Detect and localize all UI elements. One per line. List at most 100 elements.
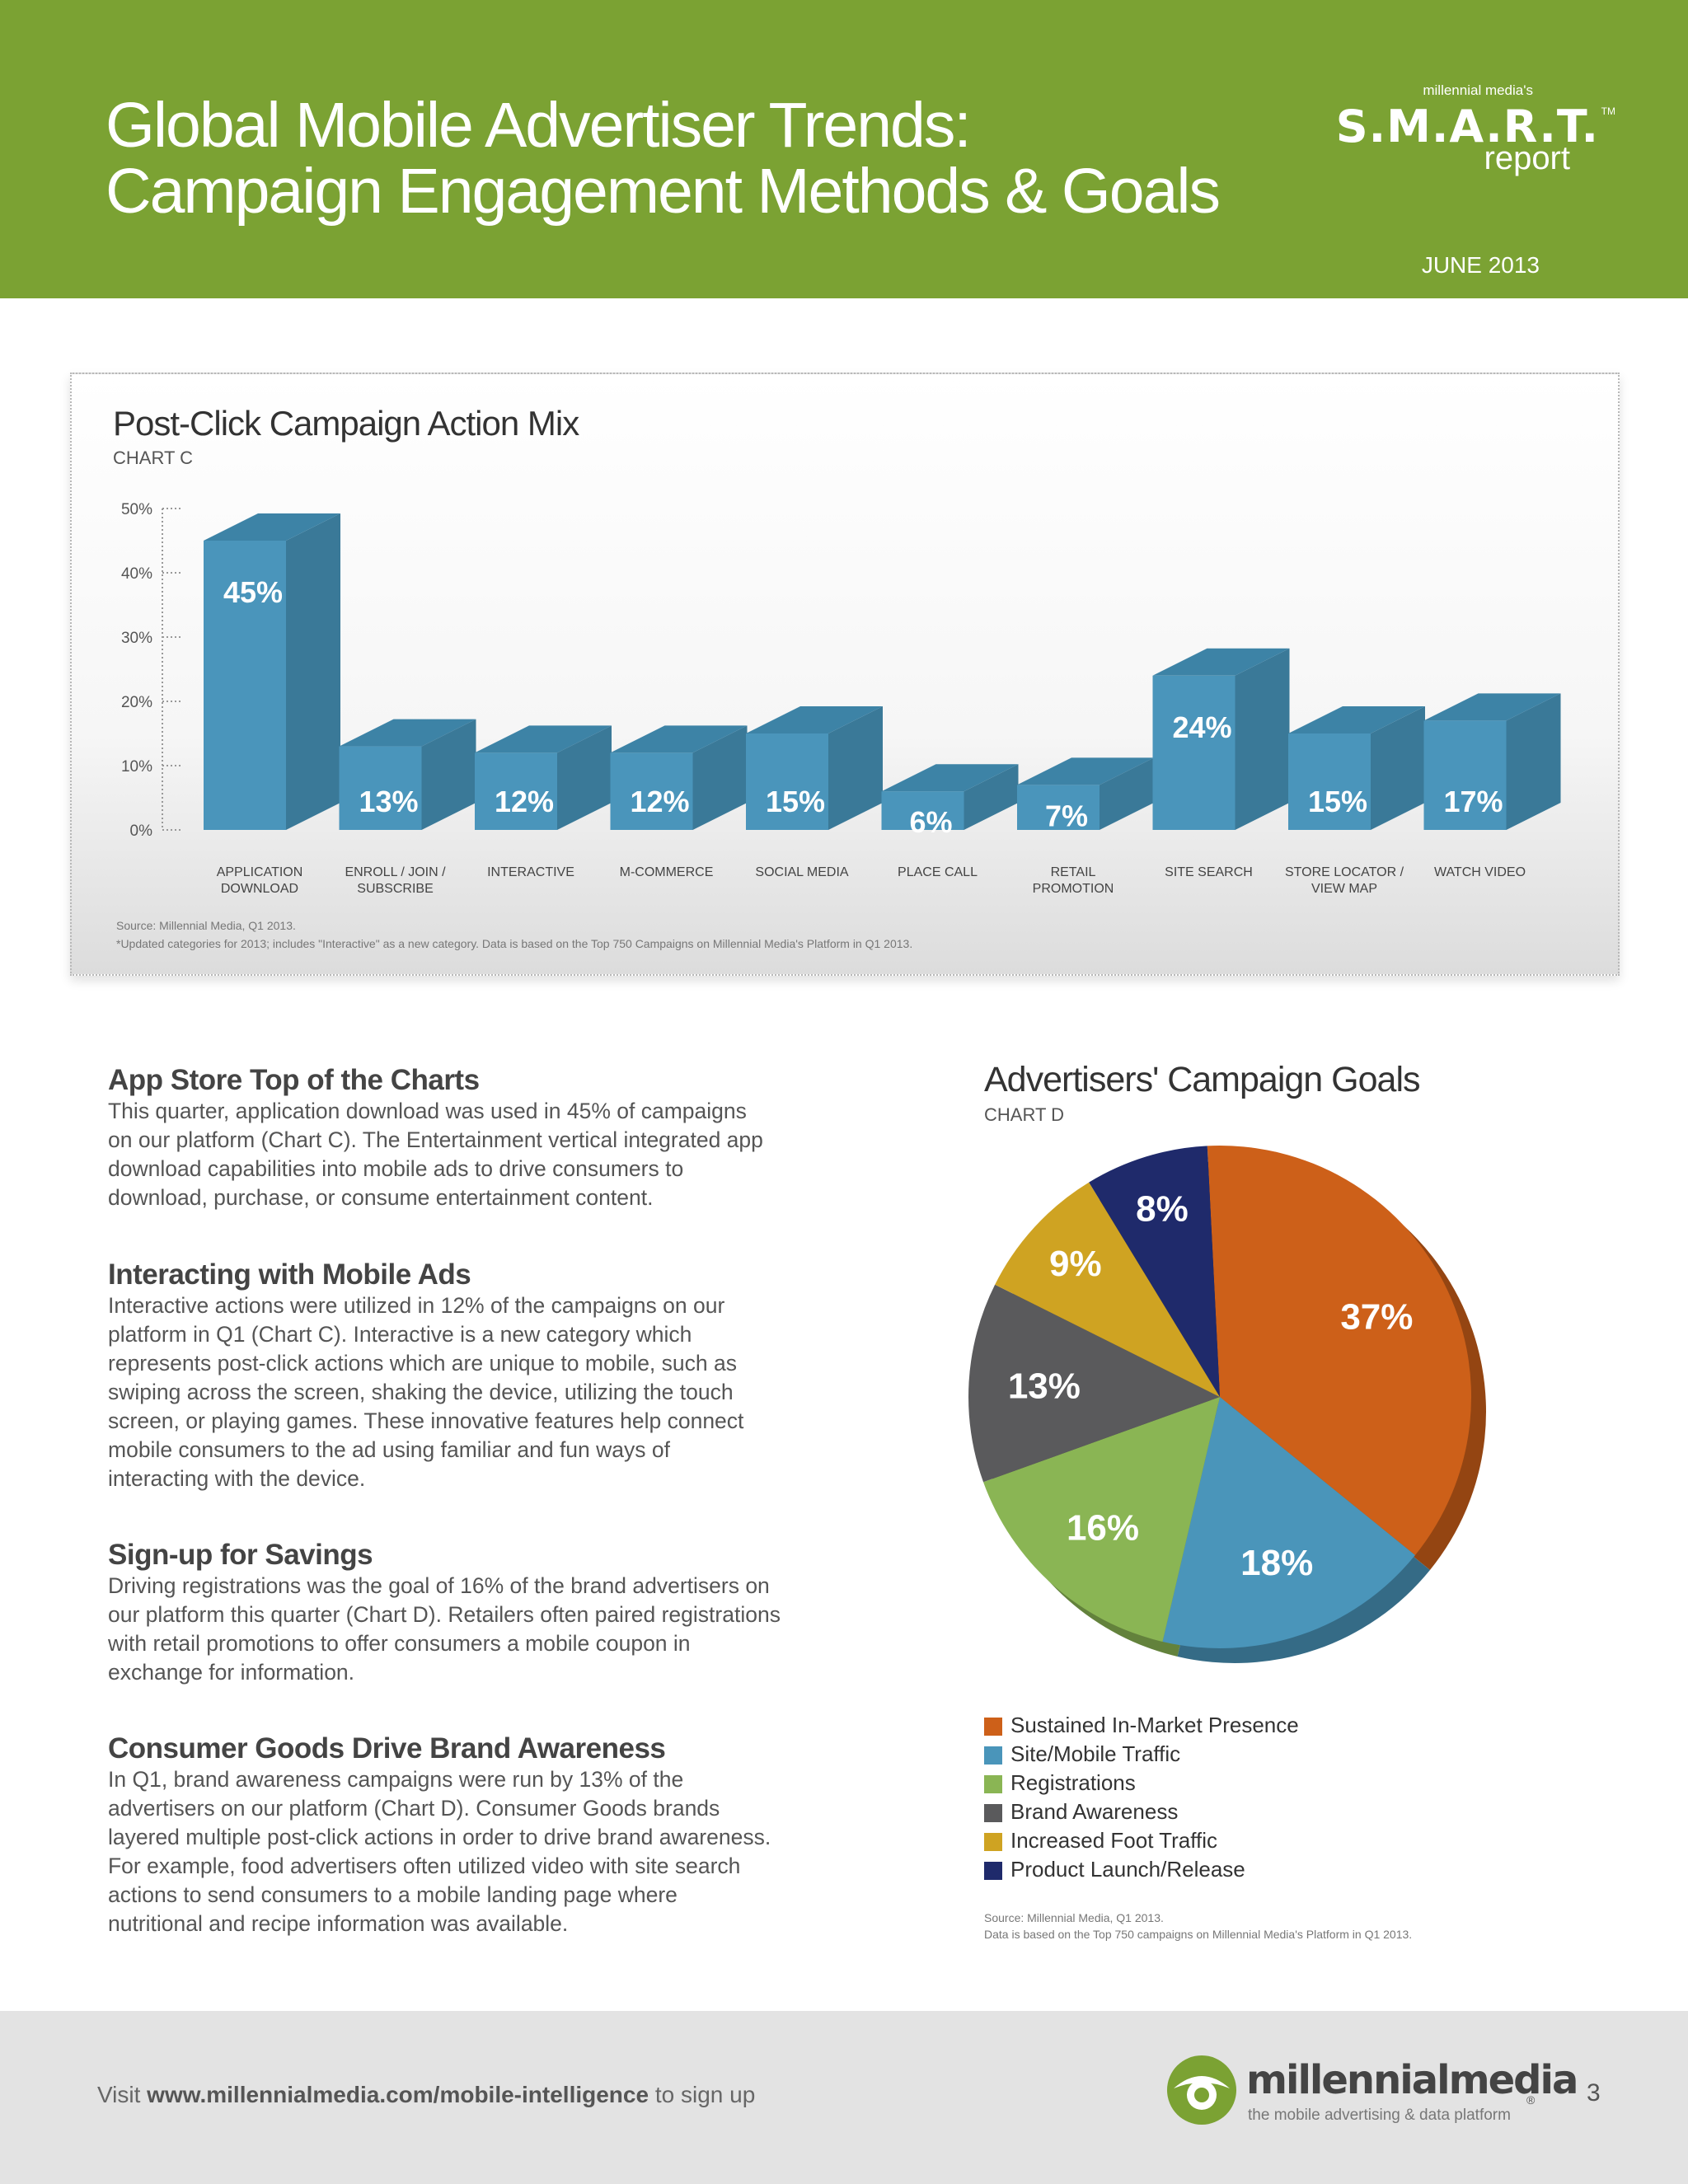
bar-side-face [1371,706,1425,830]
section-heading: Interacting with Mobile Ads [108,1258,471,1291]
pie-slice-5 [1089,1146,1220,1397]
logo-tagline: the mobile advertising & data platform [1248,2107,1511,2124]
report-date: JUNE 2013 [1421,252,1540,278]
chart-d-label: CHART D [984,1104,1064,1125]
bar-value-label: 12% [630,785,689,818]
bar-front-face [204,541,286,830]
bar-front-face [746,733,828,830]
x-category-label: STORE LOCATOR / [1285,865,1404,879]
legend-swatch [984,1833,1002,1851]
x-category-label: SOCIAL MEDIA [755,865,849,879]
brand-sub-text: report [1484,140,1571,176]
bar-side-face [421,719,476,830]
smart-report-logo: millennial media's S.M.A.R.T. TM report [1336,76,1615,183]
section-body-line: This quarter, application download was u… [108,1099,747,1123]
chart-c-note: *Updated categories for 2013; includes "… [116,937,913,950]
bar-front-face [1152,675,1236,830]
x-category-label: DOWNLOAD [221,882,298,896]
chart-c-source: Source: Millennial Media, Q1 2013. [116,919,296,932]
pie-slice-label: 8% [1136,1189,1189,1230]
bar-value-label: 17% [1443,785,1503,818]
bar-value-label: 12% [495,785,554,818]
chart-d-pie-chart: 37% 18% 16% 13% 9% 8% [968,1146,1486,1663]
section-body-line: on our platform (Chart C). The Entertain… [108,1127,763,1152]
section-body-line: our platform this quarter (Chart D). Ret… [108,1602,781,1627]
bar-front-face [610,752,693,830]
bar-value-label: 45% [223,575,283,609]
x-category-label: VIEW MAP [1311,882,1377,896]
bar-side-face [557,725,612,830]
section-body-line: swiping across the screen, shaking the d… [108,1380,734,1404]
legend-swatch [984,1746,1002,1765]
brand-trademark: TM [1601,105,1615,117]
bar-front-face [1288,733,1371,830]
section-body-line: nutritional and recipe information was a… [108,1911,569,1936]
bar-front-face [1423,720,1507,830]
legend-label: Product Launch/Release [1010,1857,1245,1882]
pie-slice-2 [983,1397,1220,1642]
y-tick-label: 50% [121,501,152,518]
section-body-line: represents post-click actions which are … [108,1351,737,1376]
section-heading: App Store Top of the Charts [108,1064,480,1096]
section-signup: Sign-up for Savings Driving registration… [108,1539,792,1687]
pie-slice-4 [995,1182,1220,1397]
bar-top-face [1017,757,1154,785]
chart-c-label: CHART C [113,448,193,468]
legend-swatch [984,1718,1002,1736]
bar-top-face [610,725,748,753]
bar-side-face [1506,693,1561,830]
x-category-label: INTERACTIVE [487,865,574,879]
bar-top-face [1288,706,1425,733]
pie-slice-label: 13% [1008,1366,1081,1406]
cta-suffix: to sign up [649,2082,756,2107]
x-category-label: PROMOTION [1033,882,1114,896]
section-body-line: download capabilities into mobile ads to… [108,1156,684,1181]
signup-link[interactable]: www.millennialmedia.com/mobile-intellige… [147,2082,649,2107]
y-tick-label: 30% [121,630,152,647]
bar-top-face [746,706,883,733]
x-category-label: APPLICATION [217,865,303,879]
section-body-line: interacting with the device. [108,1466,366,1491]
section-consumer-goods: Consumer Goods Drive Brand Awareness In … [108,1732,792,1938]
legend-label: Site/Mobile Traffic [1010,1741,1181,1766]
page-title: Global Mobile Advertiser Trends: Campaig… [106,92,1342,224]
chart-c-title: Post-Click Campaign Action Mix [113,404,579,443]
bar-4: 15% [746,706,883,830]
legend-label: Sustained In-Market Presence [1010,1713,1299,1737]
legend-label: Registrations [1010,1770,1136,1795]
bar-1: 13% [339,719,476,830]
pie-slice-label: 16% [1067,1507,1139,1548]
y-tick-label: 40% [121,565,152,583]
pie-slice-1 [1162,1397,1415,1648]
legend-swatch [984,1862,1002,1880]
legend-swatch [984,1775,1002,1793]
x-category-label: SUBSCRIBE [357,882,433,896]
bar-value-label: 24% [1172,710,1231,744]
section-body-line: screen, or playing games. These innovati… [108,1408,744,1433]
pie-slice-3 [968,1284,1220,1483]
bar-front-face [1017,785,1100,830]
bar-front-face [881,791,964,830]
section-app-store: App Store Top of the Charts This quarter… [108,1064,792,1212]
section-body-line: actions to send consumers to a mobile la… [108,1882,678,1907]
x-category-label: PLACE CALL [898,865,978,879]
bar-6: 7% [1017,757,1154,832]
pie-slice-label: 18% [1240,1543,1313,1583]
header-banner: Global Mobile Advertiser Trends: Campaig… [0,0,1688,298]
footer [0,2011,1688,2184]
bar-side-face [1235,648,1290,830]
bar-side-face [964,764,1019,830]
bar-0: 45% [204,513,340,830]
logo-wordmark: millennialmedia [1246,2057,1578,2103]
section-body-line: download, purchase, or consume entertain… [108,1185,654,1210]
bar-top-face [475,725,612,753]
section-body-line: mobile consumers to the ad using familia… [108,1437,670,1462]
bar-side-face [286,513,340,830]
y-tick-label: 10% [121,758,152,776]
bar-value-label: 13% [359,785,418,818]
bar-5: 6% [881,764,1019,839]
x-category-label: M-COMMERCE [620,865,714,879]
pie-slice-0 [1207,1146,1471,1556]
bar-value-label: 15% [1308,785,1367,818]
section-body-line: Driving registrations was the goal of 16… [108,1573,770,1598]
